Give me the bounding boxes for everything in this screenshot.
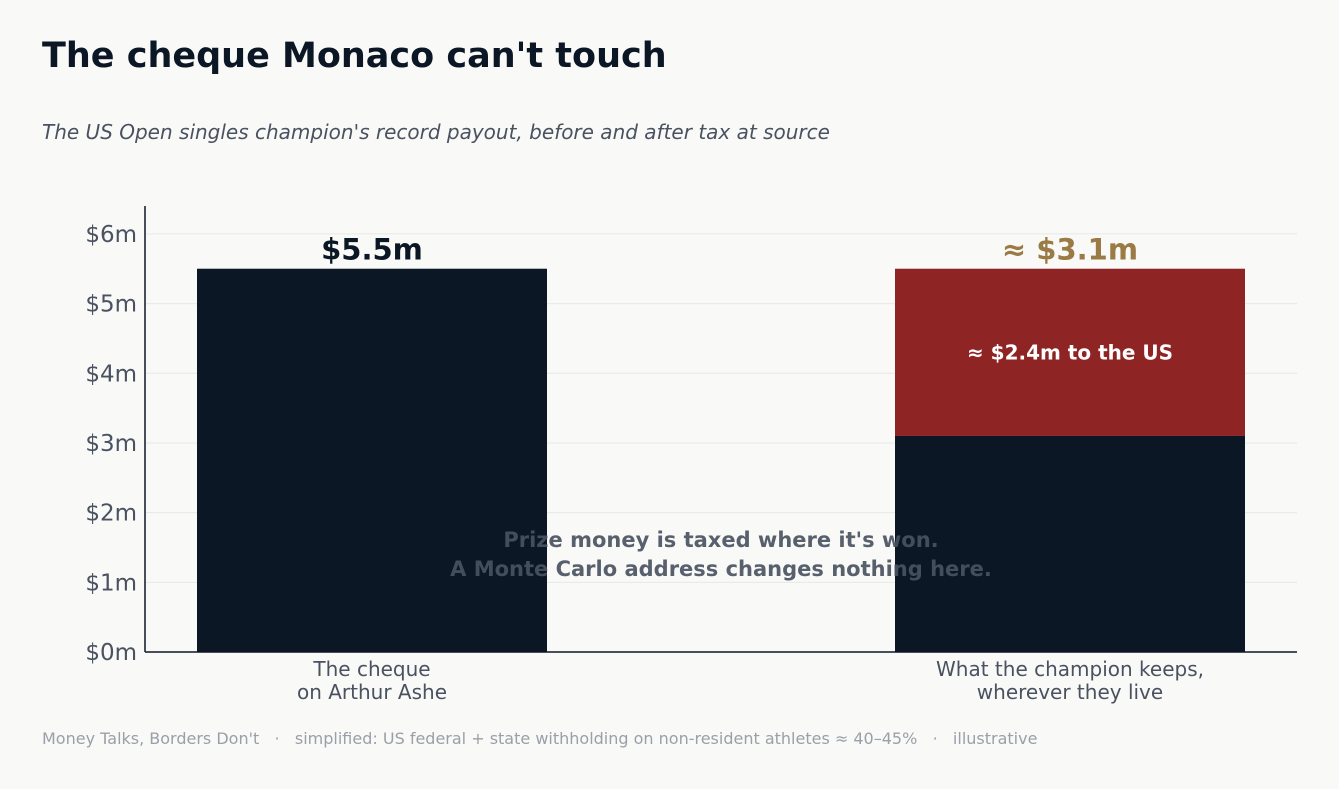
y-tick-label: $1m [85,570,137,596]
y-tick-label: $4m [85,361,137,387]
bar-tax [895,268,1245,436]
y-tick-label: $3m [85,431,137,457]
bar-value-label: $5.5m [321,233,423,267]
y-tick-label: $5m [85,292,137,318]
footer-tag: illustrative [952,729,1038,748]
chart-annotation: Prize money is taxed where it's won. A Mo… [450,528,992,581]
footer-separator: · [932,729,938,748]
y-tick-label: $2m [85,501,137,527]
bar-labels: $5.5m ≈ $3.1m ≈ $2.4m to the US [321,233,1173,365]
bar-kept [197,268,547,652]
axes: $0m $1m $2m $3m $4m $5m $6m The cheque on Arthur… [85,206,1297,704]
chart-title: The cheque Monaco can't touch [42,36,667,76]
bars [197,268,1245,652]
chart-footer: Money Talks, Borders Don't · simplified:… [42,729,1037,748]
bar-value-label: ≈ $3.1m [1002,233,1138,267]
footer-note: simplified: US federal + state withholdi… [294,729,918,748]
annotation-line: A Monte Carlo address changes nothing he… [450,557,992,581]
annotation-line: Prize money is taxed where it's won. [503,528,938,552]
y-tick-label: $0m [85,640,137,666]
x-tick-label: The cheque on Arthur Ashe [297,657,447,704]
x-tick-label: What the champion keeps, wherever they li… [936,657,1204,704]
chart-subtitle: The US Open singles champion's record pa… [42,120,830,144]
y-tick-label: $6m [85,222,137,248]
x-tick-label-line: The cheque [312,657,430,681]
tax-segment-label: ≈ $2.4m to the US [967,340,1173,364]
x-tick-label-line: wherever they live [977,680,1163,704]
x-tick-label-line: on Arthur Ashe [297,680,447,704]
footer-source: Money Talks, Borders Don't [42,729,260,748]
bar-kept [895,435,1245,652]
annotation-text: Prize money is taxed where it's won. A Mo… [450,528,992,581]
x-tick-label-line: What the champion keeps, [936,657,1204,681]
footer-separator: · [274,729,280,748]
